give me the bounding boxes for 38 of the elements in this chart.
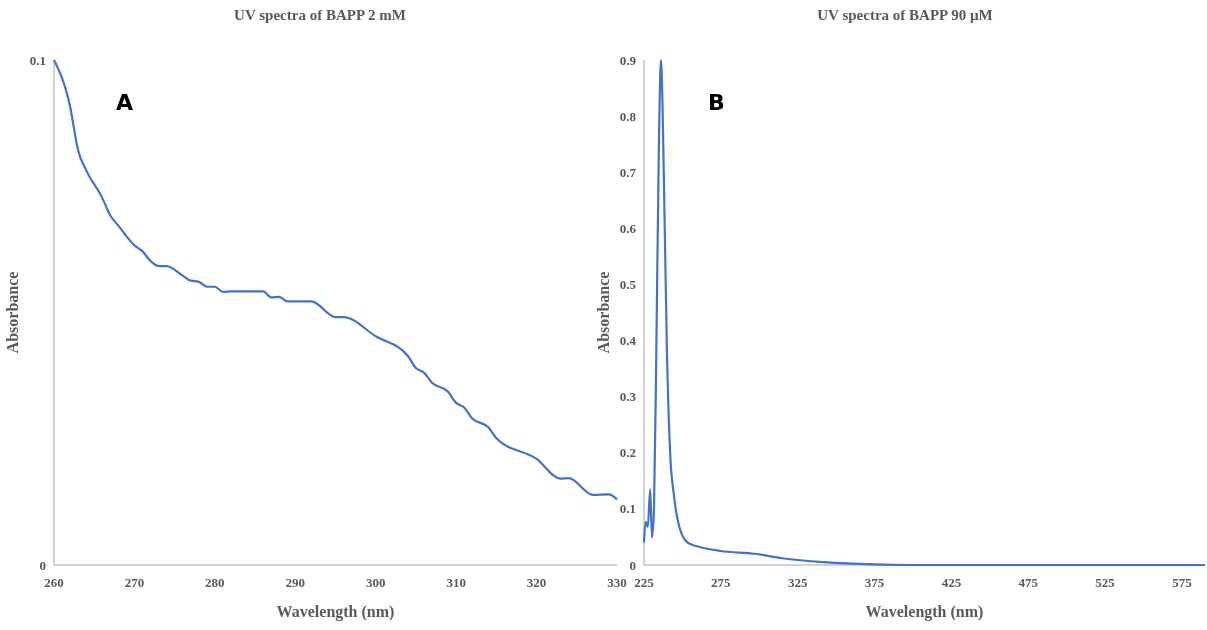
line-series xyxy=(642,58,1207,567)
x-tick-label: 280 xyxy=(205,575,225,590)
y-tick-label: 0.2 xyxy=(619,445,636,461)
x-tick-label: 325 xyxy=(787,575,808,590)
y-tick-label: 0.5 xyxy=(619,276,637,292)
annotation: A xyxy=(116,90,134,115)
y-tick-label: 0.9 xyxy=(619,52,637,68)
x-tick-label: 290 xyxy=(285,575,306,590)
x-tick-label: 260 xyxy=(44,575,64,590)
x-tick-label: 225 xyxy=(634,575,655,590)
y-tick-label: 0.4 xyxy=(619,333,637,349)
y-tick-label: 0.1 xyxy=(29,52,46,68)
x-tick-label: 575 xyxy=(1172,575,1193,590)
x-tick-label: 320 xyxy=(526,575,547,590)
chart-title: UV spectra of BAPP 2 mM xyxy=(234,7,406,23)
x-tick-label: 310 xyxy=(446,575,466,590)
y-tick-label: 0.3 xyxy=(619,389,637,405)
y-tick-label: 0.8 xyxy=(619,108,637,124)
y-tick-label: 0 xyxy=(629,557,636,573)
y-axis-title: Absorbance xyxy=(595,271,612,354)
x-tick-label: 300 xyxy=(365,575,386,590)
x-tick-label: 270 xyxy=(124,575,145,590)
annotation: B xyxy=(708,90,725,115)
y-tick-label: 0 xyxy=(39,557,46,573)
x-axis-title: Wavelength (nm) xyxy=(865,603,984,621)
y-tick-label: 0.7 xyxy=(619,164,637,180)
y-tick-label: 0.6 xyxy=(619,220,637,236)
y-tick-label: 0.1 xyxy=(619,501,636,517)
x-tick-label: 375 xyxy=(864,575,885,590)
x-tick-label: 425 xyxy=(941,575,962,590)
x-axis-title: Wavelength (nm) xyxy=(276,603,395,621)
x-tick-label: 330 xyxy=(607,575,627,590)
x-tick-label: 525 xyxy=(1095,575,1116,590)
x-tick-label: 275 xyxy=(711,575,732,590)
line-series xyxy=(52,58,619,501)
chart-title: UV spectra of BAPP 90 µM xyxy=(817,7,993,23)
y-axis-title: Absorbance xyxy=(4,271,21,354)
x-tick-label: 475 xyxy=(1018,575,1039,590)
